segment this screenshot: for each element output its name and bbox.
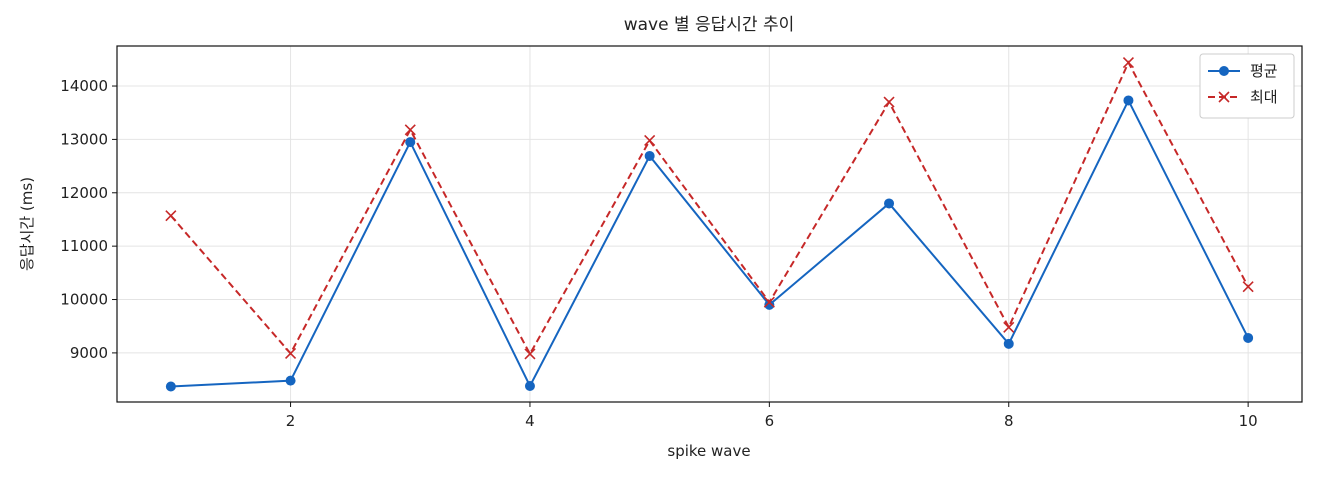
marker xyxy=(883,96,895,108)
marker xyxy=(1242,281,1254,293)
marker xyxy=(165,381,176,392)
marker xyxy=(763,296,775,308)
chart-title: wave 별 응답시간 추이 xyxy=(624,15,795,35)
marker xyxy=(764,299,775,310)
marker xyxy=(1003,321,1015,333)
x-tick-label: 10 xyxy=(1239,412,1258,430)
series-line xyxy=(170,98,1250,389)
marker xyxy=(284,347,297,359)
x-axis-label: spike wave xyxy=(667,442,750,460)
marker xyxy=(285,375,296,386)
x-tick-label: 4 xyxy=(525,412,535,430)
marker xyxy=(404,124,416,136)
marker xyxy=(165,210,177,222)
legend-label: 평균 xyxy=(1250,62,1278,80)
y-tick-label: 11000 xyxy=(60,237,108,255)
x-tick-label: 2 xyxy=(286,412,296,430)
plot-frame xyxy=(116,45,1303,403)
marker xyxy=(524,380,535,391)
y-axis-label: 응답시간 (ms) xyxy=(18,177,36,271)
marker xyxy=(644,150,655,161)
legend-label: 최대 xyxy=(1250,88,1278,106)
legend-marker xyxy=(1219,66,1229,76)
marker xyxy=(644,134,656,147)
x-tick-label: 6 xyxy=(765,412,775,430)
legend-marker xyxy=(1218,91,1230,103)
marker xyxy=(884,198,895,209)
y-tick-label: 12000 xyxy=(60,184,108,202)
marker xyxy=(1122,56,1135,69)
marker xyxy=(1243,332,1254,343)
series-line xyxy=(170,60,1250,357)
y-tick-label: 13000 xyxy=(60,130,108,148)
grid: 9000 10000 11000 12000 13000 14000 2 4 6 8 10 xyxy=(60,46,1302,430)
marker xyxy=(1003,338,1014,349)
plot xyxy=(165,56,1254,392)
marker xyxy=(1123,95,1134,106)
legend-box xyxy=(1199,53,1295,119)
marker xyxy=(524,348,536,360)
x-tick-label: 8 xyxy=(1004,412,1014,430)
y-tick-label: 10000 xyxy=(60,291,108,309)
y-tick-label: 9000 xyxy=(70,344,108,362)
y-tick-label: 14000 xyxy=(60,77,108,95)
marker xyxy=(405,137,416,148)
